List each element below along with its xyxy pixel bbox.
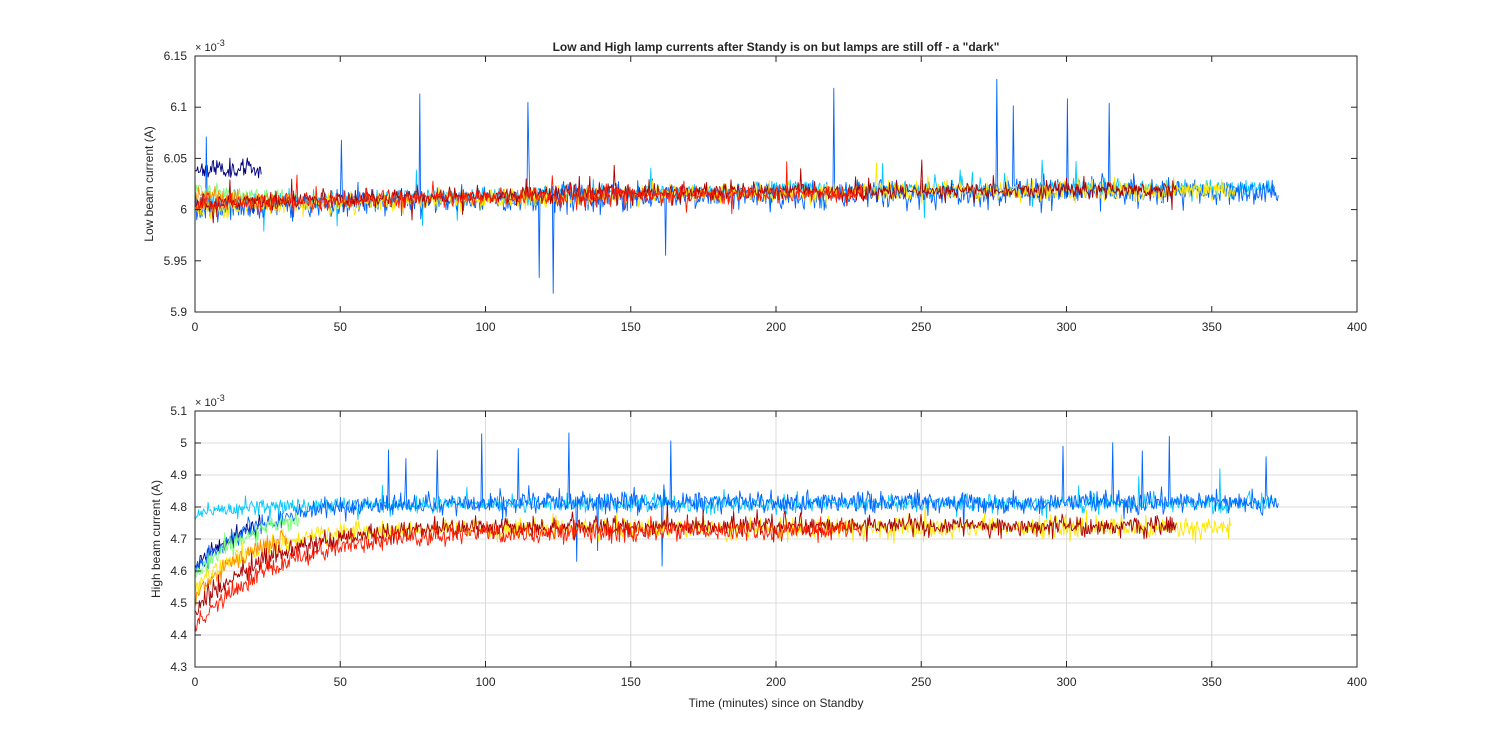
y-tick-label: 6.15 (164, 49, 188, 63)
y-tick-label: 5.9 (170, 305, 187, 319)
y-tick-label: 6 (180, 203, 187, 217)
x-tick-label: 200 (766, 675, 786, 689)
series-line-run-8 (194, 161, 864, 218)
x-tick-label: 250 (911, 675, 931, 689)
series-line-run-8 (194, 515, 863, 632)
x-tick-label: 50 (334, 675, 348, 689)
high-beam-ticks: 0 50 100 150 200 250 300 350 400 4.3 4.4 4.5 4.6 4.7 4… (170, 404, 1367, 689)
series-line-run-5 (194, 162, 1236, 220)
high-beam-exponent-label: × 10-3 (195, 393, 225, 409)
y-tick-label: 4.6 (170, 564, 187, 578)
x-tick-label: 100 (475, 675, 495, 689)
low-beam-axes: 0 50 100 150 200 250 300 350 400 5.9 5.95 6 6.05 6.1 6… (142, 38, 1367, 334)
y-tick-label: 4.3 (170, 660, 187, 674)
x-tick-label: 300 (1056, 320, 1076, 334)
y-tick-label: 4.8 (170, 500, 187, 514)
chart-title: Low and High lamp currents after Standy … (553, 40, 1000, 54)
high-beam-ylabel: High beam current (A) (149, 480, 163, 598)
x-tick-label: 100 (475, 320, 495, 334)
low-beam-series-group (194, 78, 1279, 294)
high-beam-series-group (194, 432, 1279, 632)
x-tick-label: 400 (1347, 320, 1367, 334)
series-line-run-6 (194, 529, 288, 606)
series-line-run-3 (194, 432, 1279, 574)
y-tick-label: 4.7 (170, 532, 187, 546)
y-tick-label: 4.9 (170, 468, 187, 482)
low-beam-ticks: 0 50 100 150 200 250 300 350 400 5.9 5.95 6 6.05 6.1 6… (164, 49, 1368, 334)
y-tick-label: 5 (180, 436, 187, 450)
x-tick-label: 0 (192, 675, 199, 689)
x-tick-label: 350 (1202, 675, 1222, 689)
x-tick-label: 200 (766, 320, 786, 334)
low-beam-ylabel: Low beam current (A) (142, 126, 156, 241)
y-tick-label: 5.95 (164, 254, 188, 268)
x-tick-label: 150 (621, 320, 641, 334)
high-beam-axes: 0 50 100 150 200 250 300 350 400 4.3 4.4 4.5 4.6 4.7 4… (149, 393, 1367, 710)
high-beam-grid (194, 410, 1358, 668)
x-tick-label: 400 (1347, 675, 1367, 689)
low-beam-exponent-label: × 10-3 (195, 38, 225, 54)
x-tick-label: 50 (334, 320, 348, 334)
x-tick-label: 0 (192, 320, 199, 334)
y-tick-label: 4.4 (170, 628, 187, 642)
y-tick-label: 5.1 (170, 404, 187, 418)
series-line-run-4 (194, 512, 300, 579)
x-tick-label: 350 (1202, 320, 1222, 334)
high-beam-xlabel: Time (minutes) since on Standby (689, 696, 864, 710)
y-tick-label: 6.1 (170, 100, 187, 114)
x-tick-label: 300 (1056, 675, 1076, 689)
x-tick-label: 150 (621, 675, 641, 689)
x-tick-label: 250 (911, 320, 931, 334)
y-tick-label: 4.5 (170, 596, 187, 610)
series-line-run-6 (194, 185, 282, 207)
y-tick-label: 6.05 (164, 151, 188, 165)
